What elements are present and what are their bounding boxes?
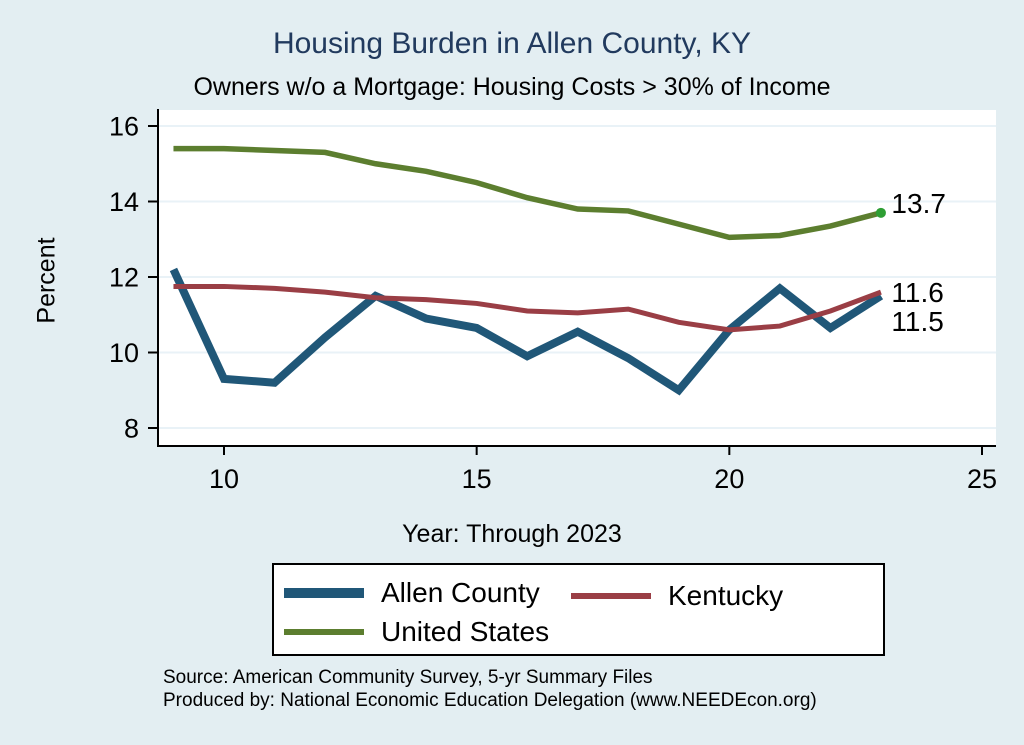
y-tick-label: 16: [109, 112, 139, 142]
legend-swatch-kentucky: [571, 593, 651, 599]
series-end-label-allen-county: 11.5: [891, 306, 943, 337]
series-line-allen-county: [169, 267, 884, 396]
series-line-united-states: [173, 145, 882, 241]
y-tick-label: 14: [109, 187, 139, 217]
x-tick-label: 10: [209, 464, 239, 494]
footer: Source: American Community Survey, 5-yr …: [163, 667, 817, 712]
legend-item-kentucky: Kentucky: [571, 578, 783, 614]
legend-item-united-states: United States: [284, 614, 549, 650]
x-axis-title: Year: Through 2023: [402, 520, 622, 548]
series-line-kentucky: [173, 283, 882, 333]
chart-title: Housing Burden in Allen County, KY: [272, 27, 752, 60]
series-end-label-united-states: 13.7: [891, 188, 946, 219]
legend-label-allen-county: Allen County: [381, 577, 540, 608]
series-end-label-kentucky: 11.6: [891, 277, 943, 308]
y-tick-label: 8: [124, 414, 139, 444]
legend-swatch-united-states: [284, 629, 364, 635]
x-tick-label: 20: [714, 464, 744, 494]
y-tick-label: 12: [109, 263, 139, 293]
legend-label-kentucky: Kentucky: [668, 580, 784, 611]
chart-subtitle: Owners w/o a Mortgage: Housing Costs > 3…: [193, 73, 831, 101]
legend-item-allen-county: Allen County: [284, 575, 540, 611]
legend-label-united-states: United States: [381, 616, 550, 647]
x-tick-label: 25: [967, 464, 997, 494]
source-note: Source: American Community Survey, 5-yr …: [163, 667, 653, 688]
series-end-marker-united-states: [875, 207, 886, 218]
legend: Allen County Kentucky United States: [272, 563, 885, 656]
x-tick-label: 15: [462, 464, 492, 494]
y-tick-label: 10: [109, 338, 139, 368]
produced-by-note: Produced by: National Economic Education…: [163, 689, 817, 711]
legend-swatch-allen-county: [284, 588, 364, 598]
